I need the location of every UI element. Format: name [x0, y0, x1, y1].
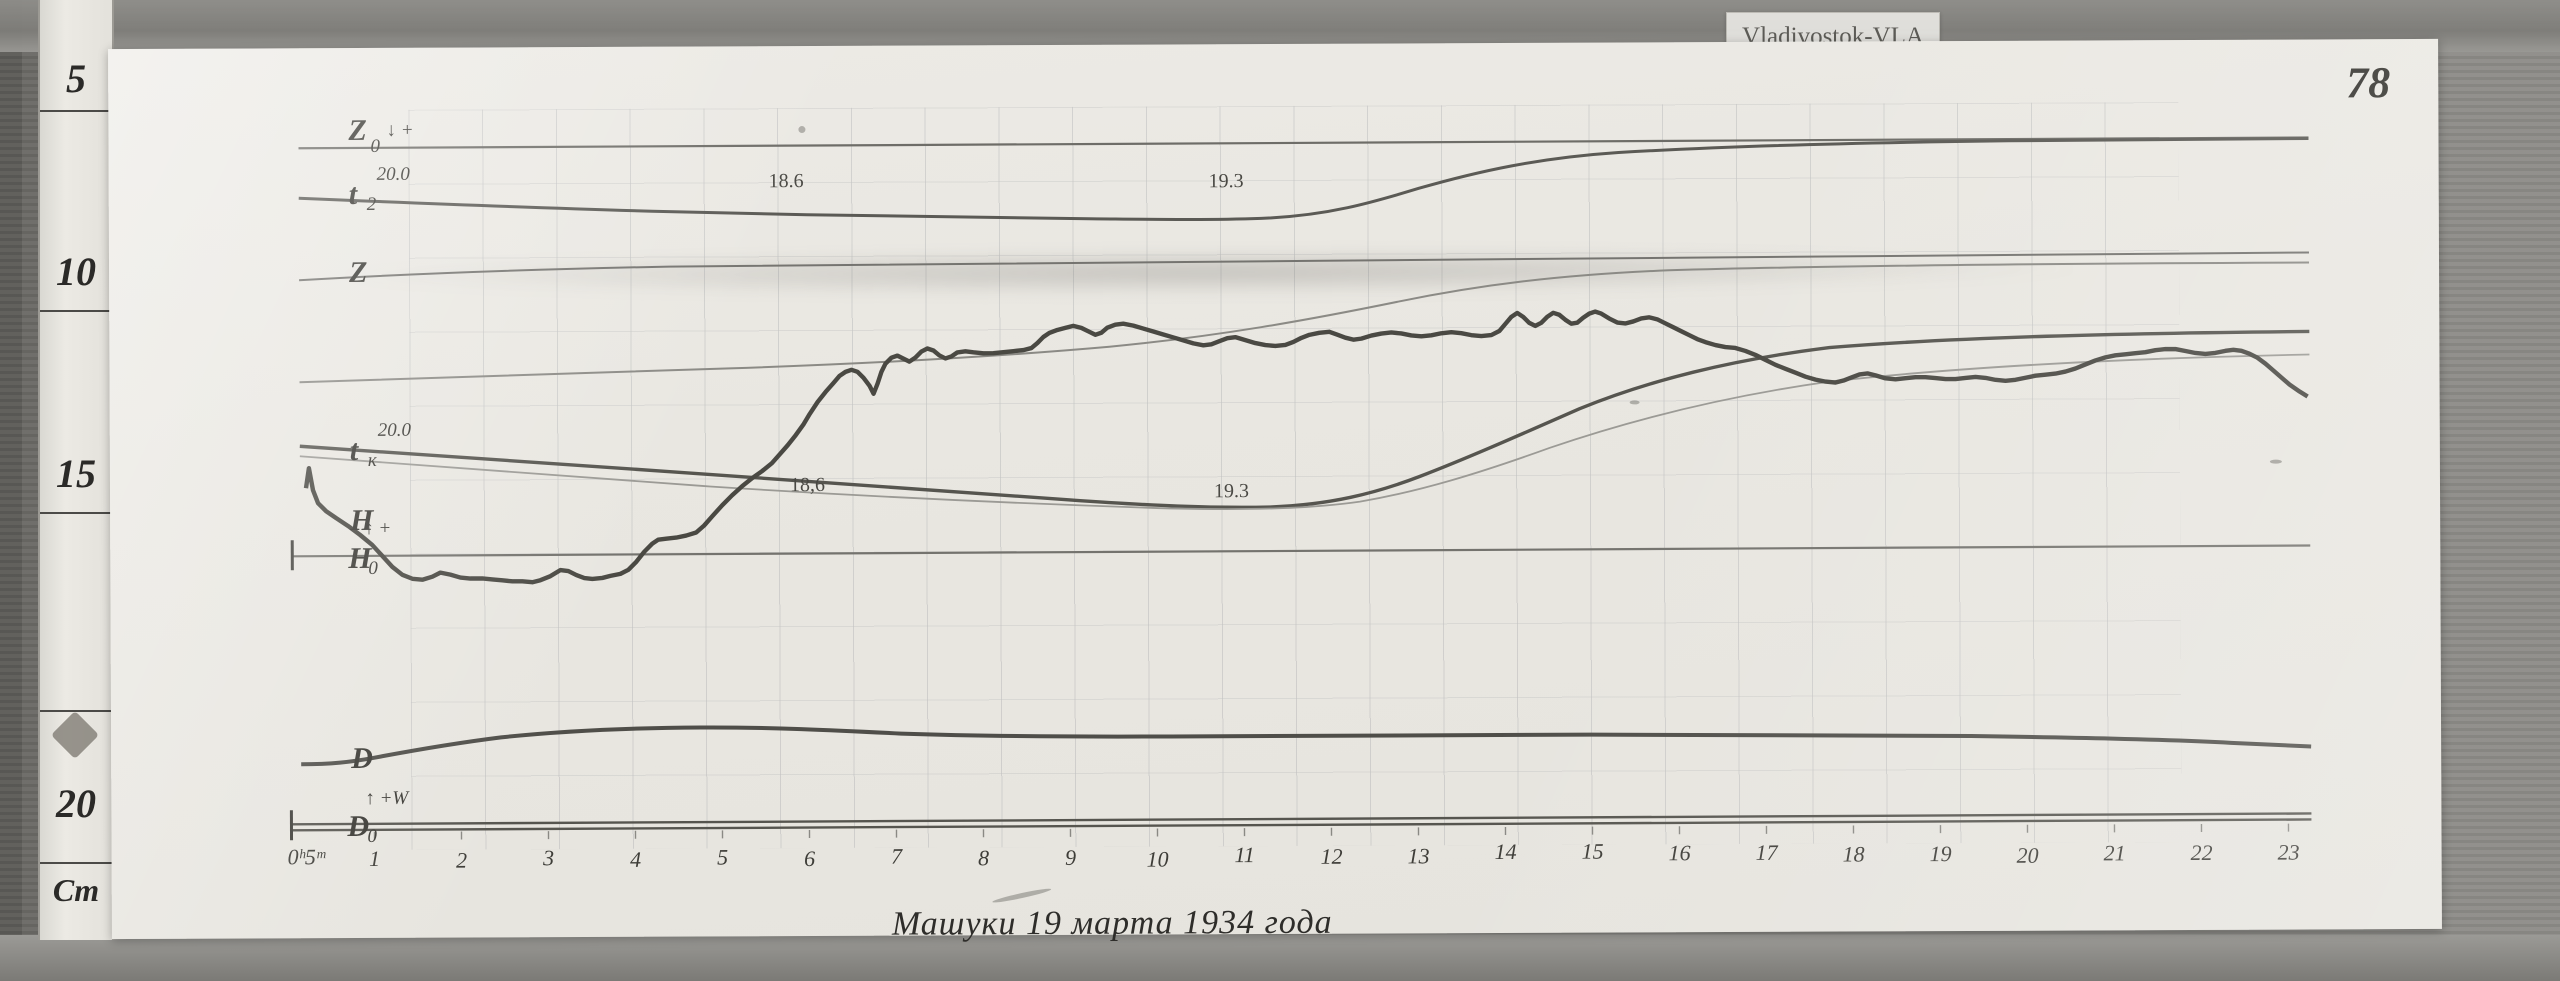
ruler-label-5: 5	[66, 56, 86, 101]
label-z0-symbol: Z	[348, 113, 368, 148]
ruler-label-20: 20	[56, 781, 96, 826]
label-z0-direction: ↓ +	[386, 119, 414, 141]
label-d0-direction: ↑ +W	[365, 787, 409, 809]
hour-label-4: 4	[630, 846, 642, 872]
label-d0-sub: 0	[367, 825, 378, 847]
hour-label-20: 20	[2016, 842, 2039, 868]
hour-label-14: 14	[1494, 838, 1517, 865]
table-bottom-edge	[0, 935, 2560, 981]
hour-label-11: 11	[1234, 842, 1255, 868]
label-h0-sub: 0	[368, 557, 378, 579]
ruler-unit-label: Cm	[52, 872, 100, 908]
hour-label-22: 22	[2190, 839, 2213, 866]
hour-label-5: 5	[717, 844, 729, 870]
label-d0-symbol: D	[347, 809, 370, 844]
hour-label-23: 23	[2277, 839, 2300, 865]
ruler-tick-end	[40, 862, 112, 864]
hour-label-8: 8	[978, 845, 990, 871]
ruler-tick-5	[40, 110, 112, 112]
paper-scratch-2	[1629, 400, 1640, 405]
ruler-tick-15	[40, 512, 112, 514]
paper-speck-1	[798, 126, 806, 134]
hour-label-15: 15	[1581, 838, 1604, 864]
trace-tk	[299, 329, 2310, 510]
hour-label-13: 13	[1407, 843, 1430, 869]
label-d-symbol: D	[351, 741, 374, 776]
label-t2-sub: 2	[366, 193, 377, 215]
hour-label-18: 18	[1842, 841, 1865, 867]
trace-z0-baseline	[298, 136, 2309, 150]
cm-ruler: 5 10 15 20 Cm	[38, 0, 114, 940]
trace-h0-baseline	[292, 544, 2311, 558]
label-tk-symbol: t	[349, 433, 359, 468]
label-tk-scale: 20.0	[377, 419, 412, 441]
label-z-symbol: Z	[348, 255, 368, 290]
hour-label-1: 1	[369, 845, 381, 871]
hour-label-7: 7	[891, 843, 903, 869]
magnetogram-sheet: Z 0 ↓ + t 2 20.0 Z t к 20.0 H H 0 ↑ + D …	[108, 38, 2442, 943]
hour-label-2: 2	[456, 847, 468, 873]
trace-t2	[298, 136, 2309, 221]
label-h0-direction: ↑ +	[364, 517, 392, 539]
hour-tick-group	[373, 823, 2290, 840]
ruler-label-10: 10	[56, 249, 96, 294]
annotation-tk-18-6: 18,6	[789, 473, 826, 497]
hour-label-16: 16	[1668, 840, 1691, 866]
annotation-t2-19-3: 19.3	[1208, 170, 1244, 193]
hour-label-3: 3	[543, 845, 555, 871]
label-t2-scale: 20.0	[376, 163, 410, 185]
trace-d0-baseline	[291, 812, 2312, 826]
page-number: 78	[2346, 58, 2391, 108]
hour-label-10: 10	[1146, 846, 1169, 872]
annotation-tk-19-3: 19.3	[1213, 480, 1250, 503]
trace-z	[299, 251, 2309, 282]
ruler-tick-20	[40, 710, 112, 712]
hour-label-start: 0ʰ5ᵐ	[287, 844, 326, 870]
label-t2-symbol: t	[348, 178, 358, 212]
hour-label-12: 12	[1320, 843, 1343, 869]
trace-d	[301, 725, 2312, 767]
trace-layer	[289, 136, 2312, 841]
trace-z-upper	[299, 261, 2310, 384]
label-tk-sub: к	[367, 449, 377, 471]
trace-d0-baseline-second	[291, 818, 2312, 832]
hour-label-6: 6	[804, 846, 816, 872]
ruler-tick-10	[40, 310, 112, 312]
handwritten-caption: Машуки 19 марта 1934 года	[891, 903, 1333, 943]
trace-h	[303, 309, 2309, 585]
paper-scratch-3	[2269, 459, 2282, 464]
hour-label-19: 19	[1929, 841, 1952, 867]
label-z0-sub: 0	[370, 135, 381, 157]
hour-label-21: 21	[2103, 840, 2126, 866]
hour-label-17: 17	[1755, 839, 1778, 865]
ruler-label-15: 15	[56, 451, 96, 496]
ruler-wear-mark	[50, 710, 100, 760]
annotation-t2-18-6: 18.6	[768, 170, 804, 193]
trace-tk-ghost	[299, 353, 2310, 510]
hour-label-9: 9	[1065, 844, 1077, 870]
